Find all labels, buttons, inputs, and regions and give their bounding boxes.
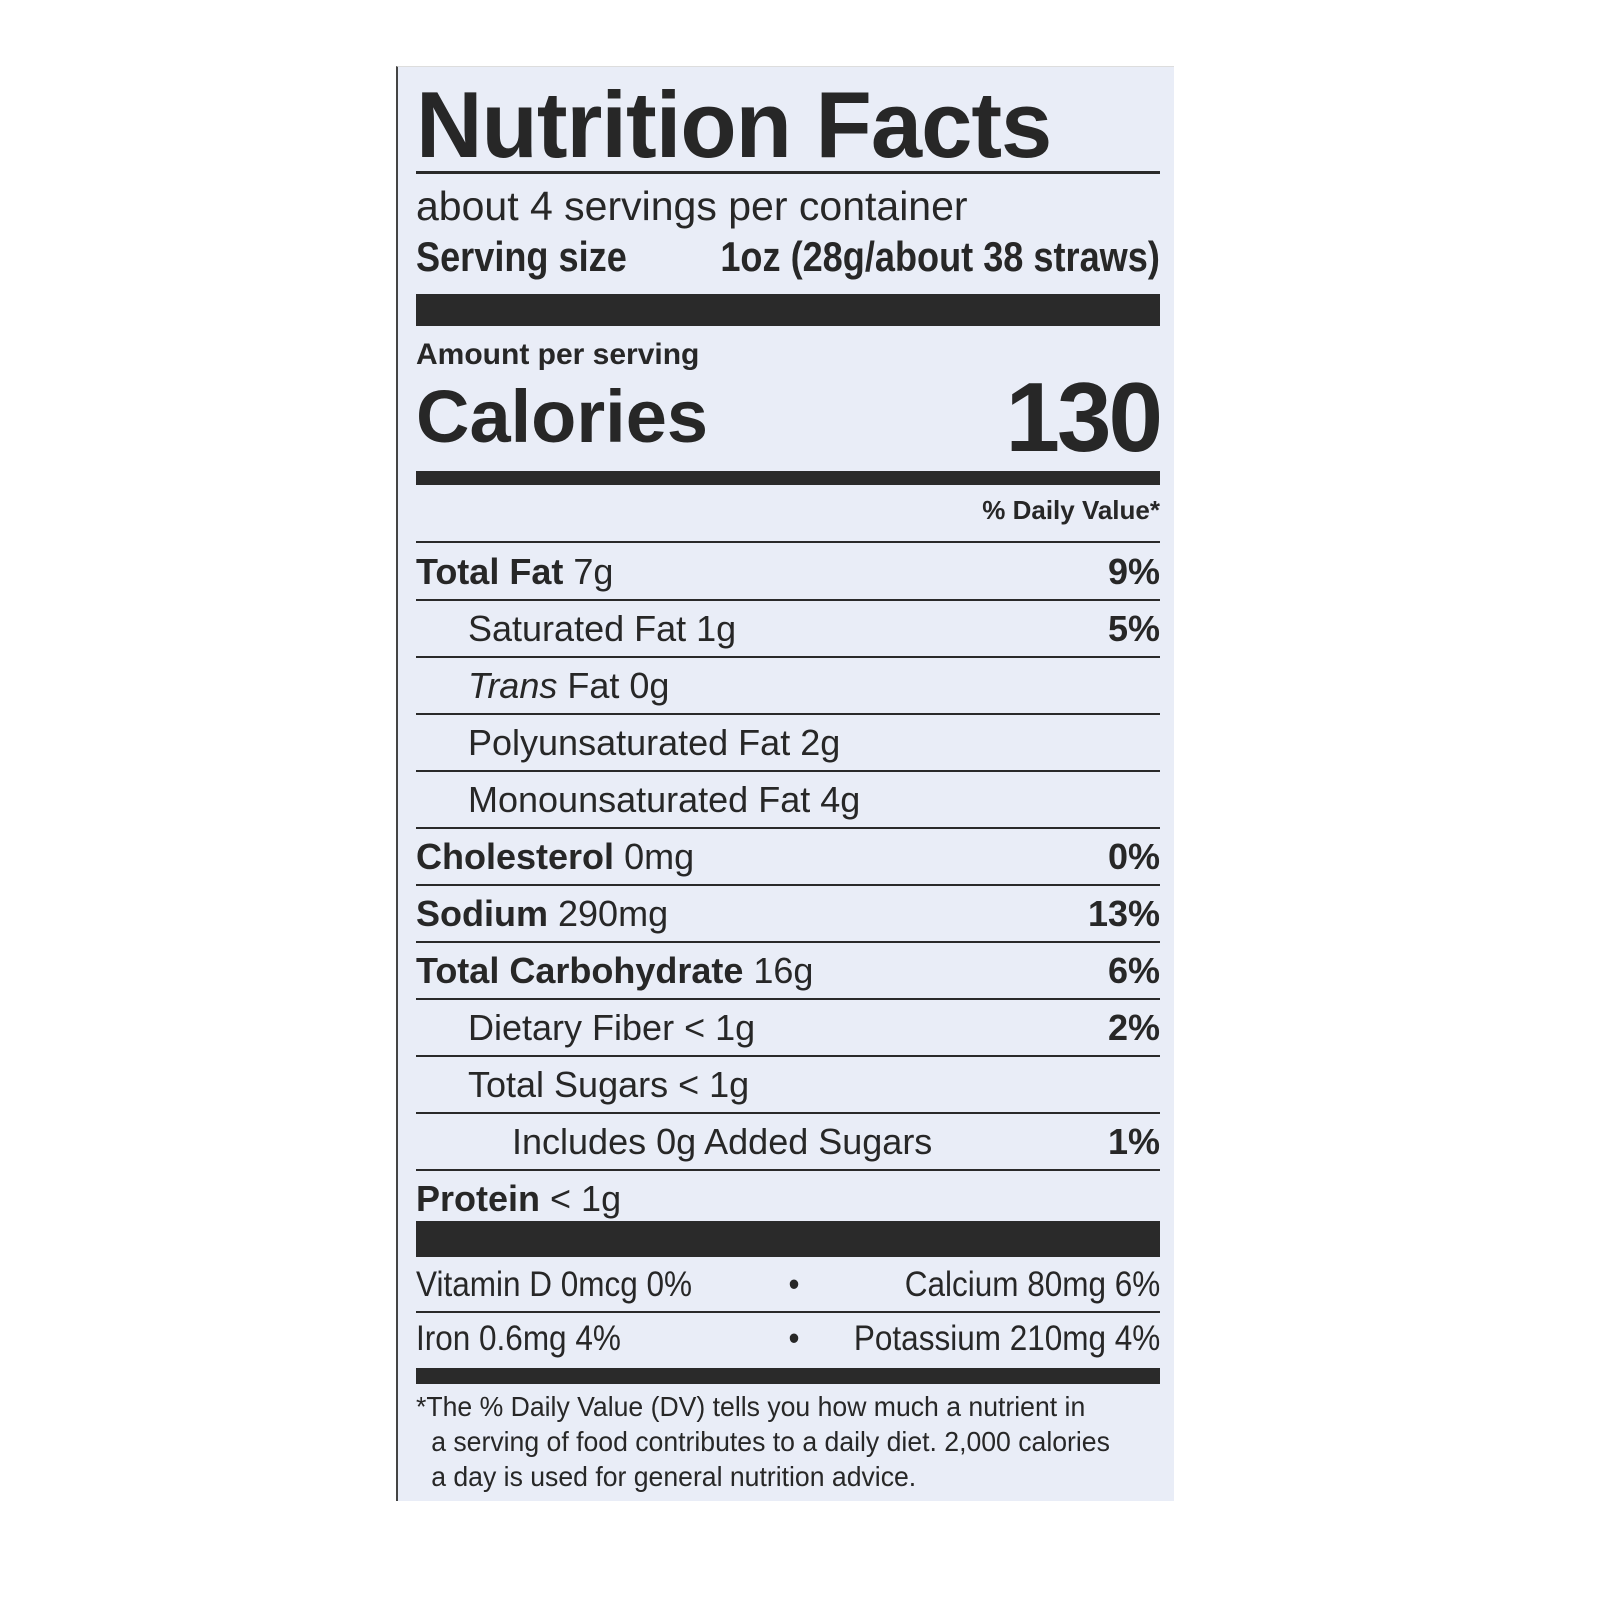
nutrient-list: Total Fat 7g 9% Saturated Fat 1g 5% Trans … — [416, 544, 1160, 1226]
nutrient-name: Saturated Fat — [468, 607, 687, 649]
amount-per-serving: Amount per serving — [416, 338, 700, 371]
nutrient-row-cholesterol: Cholesterol 0mg 0% — [416, 829, 1160, 886]
vitamin-row: Vitamin D 0mcg 0% • Calcium 80mg 6% — [416, 1259, 1160, 1311]
divider — [416, 541, 1160, 543]
footnote-line: *The % Daily Value (DV) tells you how mu… — [416, 1391, 1086, 1422]
nutrient-dv: 13% — [1087, 892, 1160, 934]
nutrient-name: Total Fat — [416, 550, 564, 592]
daily-value-header: % Daily Value* — [982, 495, 1160, 525]
nutrient-name: Polyunsaturated Fat — [468, 721, 791, 763]
footnote-line: a day is used for general nutrition advi… — [431, 1461, 917, 1492]
nutrient-amount: < 1g — [684, 1006, 756, 1048]
nutrient-amount: 290mg — [558, 892, 669, 934]
footnote: *The % Daily Value (DV) tells you how mu… — [416, 1389, 1160, 1494]
nutrient-row-total-fat: Total Fat 7g 9% — [416, 544, 1160, 601]
nutrient-amount: < 1g — [678, 1063, 750, 1105]
nutrient-row-polyunsaturated-fat: Polyunsaturated Fat 2g — [416, 715, 1160, 772]
nutrient-amount: 1g — [696, 607, 737, 649]
nutrient-dv: 9% — [1107, 550, 1160, 592]
vitamin-left: Iron 0.6mg 4% — [416, 1319, 621, 1358]
nutrient-row-added-sugars: Includes 0g Added Sugars 1% — [416, 1114, 1160, 1171]
label-title: Nutrition Facts — [416, 72, 1052, 177]
nutrient-name: Monounsaturated Fat — [468, 778, 811, 820]
medium-divider — [416, 471, 1160, 485]
nutrient-amount: 4g — [820, 778, 861, 820]
nutrient-name: Sodium — [416, 892, 548, 934]
nutrient-name-suffix: Fat — [567, 664, 620, 706]
nutrient-amount: 2g — [800, 721, 841, 763]
nutrient-amount: 7g — [573, 550, 614, 592]
nutrient-row-saturated-fat: Saturated Fat 1g 5% — [416, 601, 1160, 658]
footnote-line: a serving of food contributes to a daily… — [431, 1426, 1110, 1457]
nutrient-row-protein: Protein < 1g — [416, 1171, 1160, 1226]
vitamin-right: Potassium 210mg 4% — [853, 1319, 1161, 1358]
nutrient-row-monounsaturated-fat: Monounsaturated Fat 4g — [416, 772, 1160, 829]
calories-label: Calories — [416, 375, 709, 458]
vitamin-row: Iron 0.6mg 4% • Potassium 210mg 4% — [416, 1313, 1160, 1365]
nutrient-name: Cholesterol — [416, 835, 615, 877]
serving-size-value: 1oz (28g/about 38 straws) — [720, 233, 1160, 280]
nutrient-amount: 0g — [629, 664, 670, 706]
nutrition-facts-label: Nutrition Facts about 4 servings per con… — [396, 66, 1174, 1501]
nutrient-amount: 16g — [753, 949, 814, 991]
nutrient-amount: 0mg — [624, 835, 695, 877]
vitamin-left: Vitamin D 0mcg 0% — [416, 1265, 693, 1304]
nutrient-row-total-sugars: Total Sugars < 1g — [416, 1057, 1160, 1114]
nutrient-dv: 5% — [1107, 607, 1160, 649]
bullet: • — [788, 1319, 800, 1358]
nutrient-row-trans-fat: Trans Fat 0g — [416, 658, 1160, 715]
nutrient-amount: < 1g — [550, 1177, 622, 1219]
divider — [416, 1311, 1160, 1313]
divider — [416, 171, 1160, 174]
nutrient-name: Includes 0g Added Sugars — [512, 1120, 933, 1162]
nutrient-name: Trans — [468, 664, 558, 706]
nutrient-dv: 1% — [1107, 1120, 1160, 1162]
nutrient-name: Dietary Fiber — [468, 1006, 675, 1048]
vitamin-right: Calcium 80mg 6% — [904, 1265, 1161, 1304]
calories-value: 130 — [1005, 362, 1163, 472]
nutrient-name: Total Carbohydrate — [416, 949, 744, 991]
bullet: • — [788, 1265, 800, 1304]
nutrient-row-sodium: Sodium 290mg 13% — [416, 886, 1160, 943]
nutrient-row-total-carbohydrate: Total Carbohydrate 16g 6% — [416, 943, 1160, 1000]
vitamins-minerals: Vitamin D 0mcg 0% • Calcium 80mg 6% Iron… — [416, 1259, 1160, 1365]
nutrient-dv: 0% — [1107, 835, 1160, 877]
thick-divider — [416, 1221, 1160, 1257]
nutrient-dv: 6% — [1107, 949, 1160, 991]
thick-divider — [416, 294, 1160, 326]
nutrient-name: Total Sugars — [468, 1063, 669, 1105]
medium-divider — [416, 1368, 1160, 1384]
serving-size: Serving size 1oz (28g/about 38 straws) — [416, 232, 1160, 282]
nutrient-row-dietary-fiber: Dietary Fiber < 1g 2% — [416, 1000, 1160, 1057]
servings-per-container: about 4 servings per container — [416, 183, 968, 229]
serving-size-label: Serving size — [416, 233, 627, 280]
nutrient-dv: 2% — [1107, 1006, 1160, 1048]
calories-row: Calories 130 — [416, 362, 1163, 472]
nutrient-name: Protein — [416, 1177, 541, 1219]
